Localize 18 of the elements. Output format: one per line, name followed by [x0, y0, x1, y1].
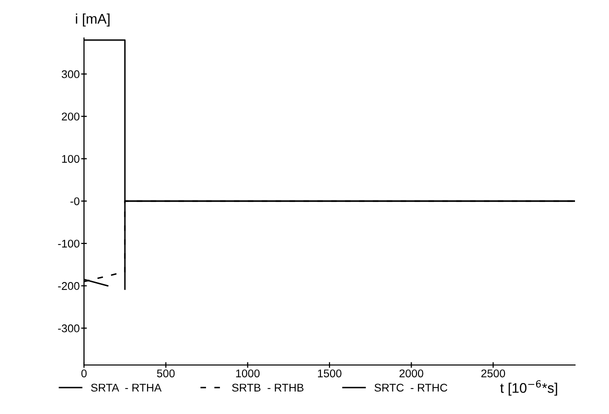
y-tick-label: -0: [70, 197, 80, 206]
y-tick-label: -300: [58, 324, 80, 332]
x-tick-label: 0: [81, 369, 87, 378]
x-tick-label: 2500: [481, 369, 506, 378]
y-tick-label: 200: [62, 112, 80, 120]
y-tick-label: -200: [58, 282, 80, 290]
x-tick-label: 1000: [236, 369, 260, 378]
y-tick-label: 300: [62, 70, 80, 78]
legend-label: SRTC - RTHC: [374, 384, 448, 392]
x-tick-label: 1500: [318, 369, 342, 378]
x-tick-label: 2000: [400, 369, 424, 378]
y-tick-label: -100: [58, 240, 80, 248]
legend-label: SRTB - RTHB: [232, 384, 304, 392]
legend-label: SRTA - RTHA: [91, 384, 162, 392]
y-axis-title: i [mA]: [76, 14, 110, 26]
y-tick-label: 100: [62, 154, 80, 163]
x-axis-title: t [10$^{−6}$*s]: [500, 380, 558, 396]
x-tick-label: 500: [157, 369, 175, 378]
